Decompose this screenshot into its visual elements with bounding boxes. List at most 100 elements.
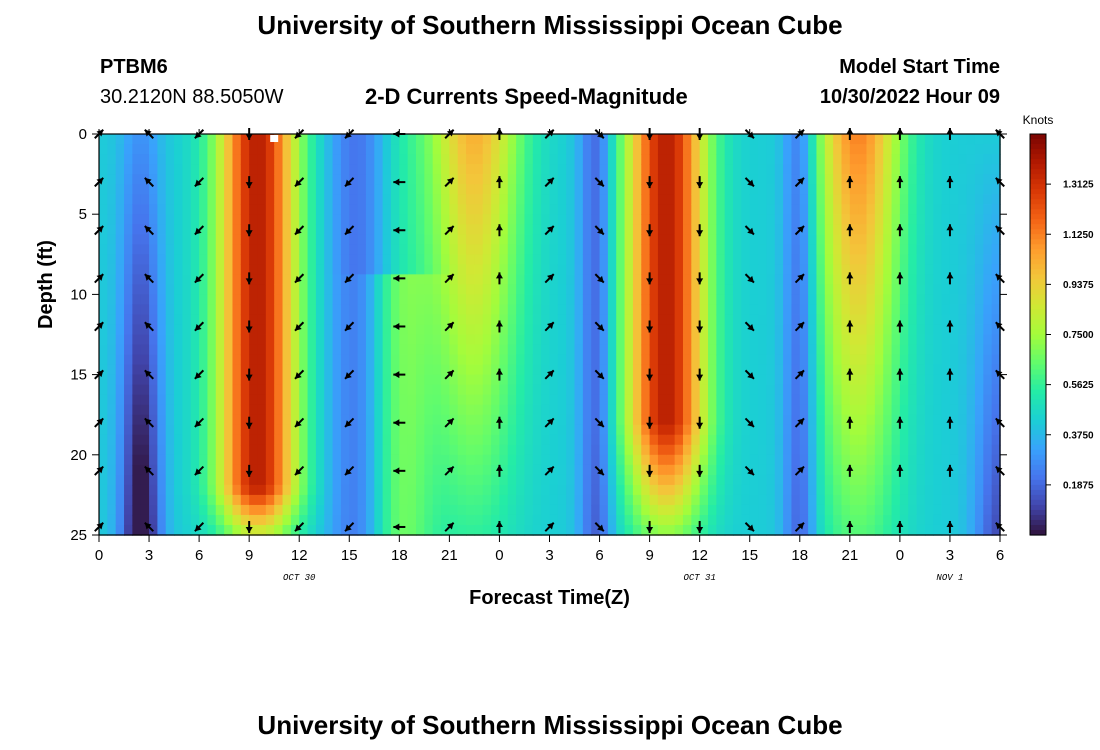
heatmap-cell xyxy=(457,214,467,225)
heatmap-cell xyxy=(591,324,601,336)
heatmap-cell xyxy=(232,204,242,215)
heatmap-cell xyxy=(991,224,1001,235)
heatmap-cell xyxy=(816,184,826,195)
heatmap-cell xyxy=(332,404,342,416)
heatmap-cell xyxy=(224,454,234,466)
colorbar-tick-label: 1.3125 xyxy=(1063,180,1094,191)
heatmap-cell xyxy=(249,464,259,476)
heatmap-cell xyxy=(449,424,459,436)
heatmap-cell xyxy=(516,454,526,466)
heatmap-cell xyxy=(240,134,250,145)
velocity-arrow xyxy=(646,272,654,285)
heatmap-cell xyxy=(591,154,601,165)
heatmap-cell xyxy=(357,474,367,486)
heatmap-cell xyxy=(808,494,818,506)
heatmap-cell xyxy=(265,214,275,225)
heatmap-cell xyxy=(416,384,426,396)
heatmap-cell xyxy=(758,294,768,306)
heatmap-cell xyxy=(582,354,592,366)
heatmap-cell xyxy=(149,404,159,416)
heatmap-cell xyxy=(666,274,676,286)
heatmap-cell xyxy=(249,354,259,366)
heatmap-cell xyxy=(891,454,901,466)
heatmap-cell xyxy=(524,514,534,526)
heatmap-cell xyxy=(974,404,985,416)
heatmap-cell xyxy=(766,204,776,215)
colorbar-segment xyxy=(1030,344,1046,351)
heatmap-cell xyxy=(924,474,934,486)
heatmap-cell xyxy=(591,214,601,225)
heatmap-cell xyxy=(324,214,334,225)
heatmap-cell xyxy=(949,154,959,165)
heatmap-cell xyxy=(941,494,951,506)
heatmap-cell xyxy=(557,404,567,416)
heatmap-cell xyxy=(924,404,934,416)
heatmap-cell xyxy=(783,244,793,255)
heatmap-cell xyxy=(716,154,726,165)
heatmap-cell xyxy=(791,424,801,436)
heatmap-cell xyxy=(174,304,184,316)
heatmap-cell xyxy=(632,354,642,366)
heatmap-cell xyxy=(290,334,300,346)
heatmap-cell xyxy=(841,164,851,175)
heatmap-cell xyxy=(941,424,951,436)
heatmap-cell xyxy=(132,184,142,195)
heatmap-cell xyxy=(449,324,459,336)
y-tick-label: 15 xyxy=(70,367,87,384)
heatmap-cell xyxy=(407,404,417,416)
heatmap-cell xyxy=(115,334,125,346)
heatmap-cell xyxy=(516,384,526,396)
heatmap-cell xyxy=(182,414,192,426)
heatmap-cell xyxy=(616,514,626,526)
heatmap-cell xyxy=(724,344,734,356)
heatmap-cell xyxy=(215,324,225,336)
heatmap-cell xyxy=(758,134,768,145)
heatmap-cell xyxy=(691,334,701,346)
heatmap-cell xyxy=(457,224,467,235)
heatmap-cell xyxy=(265,144,275,155)
heatmap-cell xyxy=(290,404,300,416)
heatmap-cell xyxy=(107,244,117,255)
heatmap-cell xyxy=(140,264,150,276)
heatmap-cell xyxy=(883,494,893,506)
velocity-arrow xyxy=(846,320,854,333)
heatmap-cell xyxy=(682,314,693,326)
heatmap-cell xyxy=(874,424,884,436)
heatmap-cell xyxy=(632,434,642,446)
x-tick-label: 0 xyxy=(495,547,503,564)
heatmap-cell xyxy=(240,524,250,536)
heatmap-cell xyxy=(549,154,559,165)
heatmap-cell xyxy=(165,304,175,316)
heatmap-cell xyxy=(524,444,534,456)
heatmap-cell xyxy=(124,244,134,255)
heatmap-cell xyxy=(666,334,676,346)
heatmap-cell xyxy=(899,294,909,306)
heatmap-cell xyxy=(232,394,242,406)
heatmap-cell xyxy=(824,344,834,356)
heatmap-cell xyxy=(924,204,934,215)
heatmap-cell xyxy=(516,274,526,286)
heatmap-cell xyxy=(382,494,392,506)
heatmap-cell xyxy=(632,424,642,436)
heatmap-cell xyxy=(933,354,943,366)
heatmap-cell xyxy=(107,224,117,235)
heatmap-cell xyxy=(632,394,642,406)
velocity-arrow xyxy=(696,320,704,333)
velocity-arrow xyxy=(444,465,455,476)
x-tick-label: 21 xyxy=(441,547,458,564)
heatmap-cell xyxy=(299,514,309,526)
heatmap-cell xyxy=(991,314,1001,326)
heatmap-cell xyxy=(991,514,1001,526)
heatmap-cell xyxy=(741,154,751,165)
heatmap-cell xyxy=(265,524,275,536)
heatmap-cell xyxy=(749,484,759,496)
heatmap-cell xyxy=(374,374,384,386)
heatmap-cell xyxy=(899,364,909,376)
heatmap-cell xyxy=(257,444,267,456)
heatmap-cell xyxy=(599,284,609,296)
heatmap-cell xyxy=(616,224,626,235)
heatmap-cell xyxy=(933,404,943,416)
heatmap-cell xyxy=(783,344,793,356)
heatmap-cell xyxy=(491,204,501,215)
heatmap-cell xyxy=(582,234,592,245)
